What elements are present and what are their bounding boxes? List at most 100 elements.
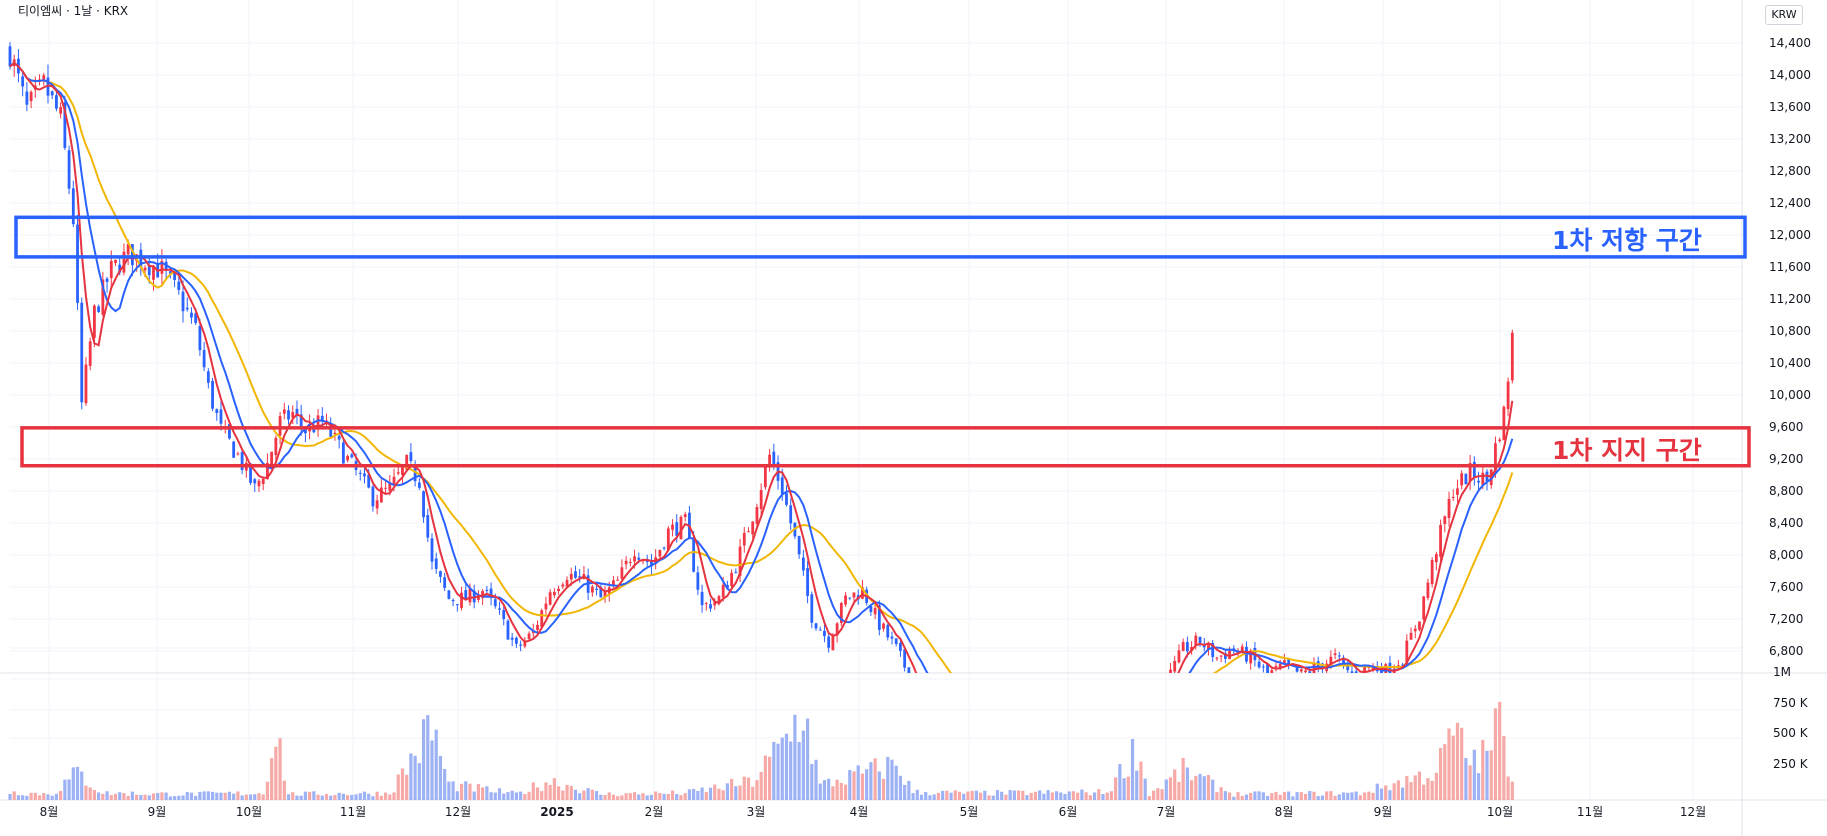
volume-bar: [1451, 735, 1455, 800]
candle: [1468, 454, 1472, 491]
volume-bar: [1232, 796, 1236, 800]
volume-bar: [156, 793, 160, 800]
volume-bar: [1316, 796, 1320, 800]
volume-bar: [497, 788, 502, 800]
volume-bar: [1050, 792, 1054, 800]
volume-bar: [1464, 758, 1468, 800]
moving-average-5: [9, 61, 1514, 673]
volume-bar: [603, 795, 607, 800]
volume-bar: [1219, 787, 1223, 800]
volume-bar: [1430, 780, 1434, 800]
volume-bar: [1502, 736, 1506, 800]
volume-bar: [206, 791, 210, 800]
moving-average-20: [9, 61, 1514, 673]
candle-body: [1405, 640, 1409, 665]
volume-bar: [223, 792, 227, 800]
candle-body: [721, 584, 725, 598]
candle: [620, 559, 624, 582]
candle-body: [304, 429, 307, 434]
volume-bar: [822, 780, 827, 800]
volume-bar: [1312, 791, 1316, 800]
volume-bar: [1358, 795, 1362, 800]
volume-bar: [1236, 792, 1240, 800]
volume-bar: [1498, 701, 1502, 800]
candle-body: [1215, 657, 1219, 659]
candle: [658, 549, 662, 559]
candle-body: [228, 424, 231, 439]
candle-body: [1439, 524, 1442, 557]
price-tick-label: 14,000: [1769, 68, 1811, 82]
volume-bar: [523, 794, 527, 800]
candle-body: [738, 546, 742, 576]
candle-body: [464, 590, 468, 601]
currency-button[interactable]: KRW: [1765, 5, 1803, 25]
candle: [451, 598, 455, 607]
candle-body: [455, 604, 459, 606]
candle-body: [1127, 701, 1130, 702]
price-tick-label: 12,800: [1769, 164, 1811, 178]
volume-bar: [337, 792, 341, 800]
volume-bar: [1033, 791, 1038, 800]
candle: [801, 549, 805, 576]
volume-bar: [848, 770, 852, 800]
volume-bar: [118, 792, 122, 800]
candle: [1451, 489, 1455, 502]
candle: [1502, 405, 1506, 441]
volume-bar: [692, 788, 696, 800]
volume-bar: [738, 785, 742, 800]
candle-body: [717, 596, 721, 605]
candle-body: [523, 640, 527, 647]
volume-bar: [489, 792, 493, 800]
volume-bar: [392, 792, 396, 800]
candle: [1228, 646, 1231, 660]
volume-bar: [1337, 794, 1341, 800]
volume-bar: [1447, 728, 1451, 800]
volume-tick-label: 500 K: [1773, 726, 1809, 740]
candle-body: [557, 588, 560, 592]
candle: [1097, 692, 1100, 709]
volume-bar: [1177, 781, 1181, 800]
candle-body: [63, 102, 67, 148]
candle: [101, 272, 105, 317]
candle-body: [202, 350, 206, 368]
candle-body: [1342, 657, 1345, 664]
volume-bar: [1101, 794, 1105, 800]
candle-body: [1434, 554, 1438, 563]
volume-bar: [797, 741, 801, 800]
candle: [257, 478, 261, 492]
candle-body: [1106, 699, 1109, 704]
volume-bar: [772, 741, 776, 800]
candle-body: [675, 522, 679, 537]
candle-body: [679, 516, 683, 540]
volume-bar: [8, 793, 12, 800]
volume-bar: [873, 758, 877, 800]
volume-bar: [71, 767, 75, 800]
candle: [434, 552, 438, 574]
volume-bar: [730, 778, 734, 800]
candle: [485, 585, 489, 598]
volume-bar: [1088, 795, 1092, 800]
candle: [1257, 658, 1261, 669]
candle: [443, 572, 447, 592]
volume-bar: [400, 768, 405, 800]
volume-bar: [1443, 744, 1447, 800]
volume-bar: [784, 733, 789, 800]
volume-bar: [1468, 765, 1472, 800]
candle-body: [291, 412, 295, 418]
price-tick-label: 14,400: [1769, 36, 1811, 50]
volume-bar: [1211, 779, 1215, 800]
volume-bar: [1038, 790, 1042, 800]
volume-bar: [1004, 794, 1008, 800]
volume-bar: [219, 792, 223, 800]
volume-bar: [679, 795, 683, 800]
volume-bar: [1413, 775, 1417, 800]
candle: [190, 307, 193, 324]
volume-bar: [1346, 792, 1350, 800]
candle: [8, 42, 12, 70]
candle-body: [561, 584, 565, 587]
candle: [1005, 697, 1008, 709]
candle-body: [350, 454, 354, 458]
candle: [122, 243, 126, 276]
volume-bar: [624, 793, 628, 800]
